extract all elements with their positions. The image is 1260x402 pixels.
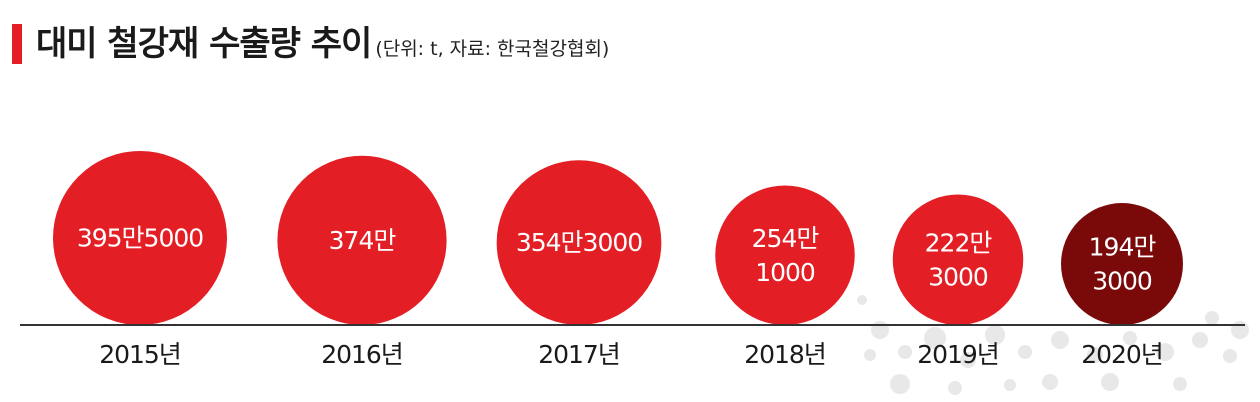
decorative-dot xyxy=(1018,345,1032,359)
decorative-dot xyxy=(948,381,962,395)
year-label: 2015년 xyxy=(99,340,181,369)
decorative-dot xyxy=(1051,331,1069,349)
bubble-2019년 xyxy=(892,194,1024,325)
year-label: 2016년 xyxy=(321,340,403,369)
bubble-2016년 xyxy=(277,155,447,325)
decorative-dot xyxy=(1087,347,1103,363)
decorative-dot xyxy=(960,352,976,368)
decorative-dot xyxy=(1042,374,1058,390)
bubble-value-label: 1000 xyxy=(755,258,815,287)
bubble-2020년 xyxy=(1061,203,1183,325)
decorative-dot xyxy=(1192,332,1208,348)
year-label: 2020년 xyxy=(1081,340,1163,369)
year-label: 2017년 xyxy=(538,340,620,369)
chart-title: 대미 철강재 수출량 추이 xyxy=(36,24,372,64)
decorative-dot xyxy=(985,325,1005,345)
decorative-dot xyxy=(1101,373,1119,391)
decorative-dot xyxy=(864,349,876,361)
decorative-dot xyxy=(1223,349,1237,363)
bubble-value-label: 222만 xyxy=(925,228,993,257)
decorative-dot xyxy=(1231,321,1249,339)
decorative-dot xyxy=(898,345,912,359)
decorative-dot xyxy=(871,321,889,339)
bubble-2015년 xyxy=(53,151,227,325)
bubble-value-label: 374만 xyxy=(329,226,397,255)
decorative-dot xyxy=(1205,311,1219,325)
bubble-value-label: 354만3000 xyxy=(516,228,642,257)
bubble-value-label: 194만 xyxy=(1089,233,1157,262)
decorative-dot xyxy=(1156,343,1174,361)
chart-title-row: 대미 철강재 수출량 추이 (단위: t, 자료: 한국철강협회) xyxy=(36,18,609,75)
decorative-dot xyxy=(857,295,867,305)
bubble-value-label: 254만 xyxy=(752,224,820,253)
bubble-value-label: 395만5000 xyxy=(77,224,203,253)
decorative-dot xyxy=(890,374,910,394)
bubble-value-label: 3000 xyxy=(928,262,988,291)
decorative-dots xyxy=(857,295,1249,395)
decorative-dot xyxy=(924,327,946,349)
year-axis: 2015년 2016년 2017년 2018년 2019년 2020년 xyxy=(99,340,1164,369)
year-label: 2018년 xyxy=(744,340,826,369)
decorative-dot xyxy=(1004,379,1016,391)
chart-subtitle: (단위: t, 자료: 한국철강협회) xyxy=(375,38,610,60)
year-label: 2019년 xyxy=(917,340,999,369)
bubble-2018년 xyxy=(715,185,855,325)
title-accent-bar xyxy=(12,24,22,64)
decorative-dot xyxy=(1173,377,1187,391)
decorative-dot xyxy=(1123,331,1137,345)
bubble-2017년 xyxy=(496,160,662,325)
bubble-value-label: 3000 xyxy=(1092,267,1152,296)
bubble-series: 395만5000 374만 354만3000 254만 1000 222만 3000 194만… xyxy=(53,151,1183,325)
